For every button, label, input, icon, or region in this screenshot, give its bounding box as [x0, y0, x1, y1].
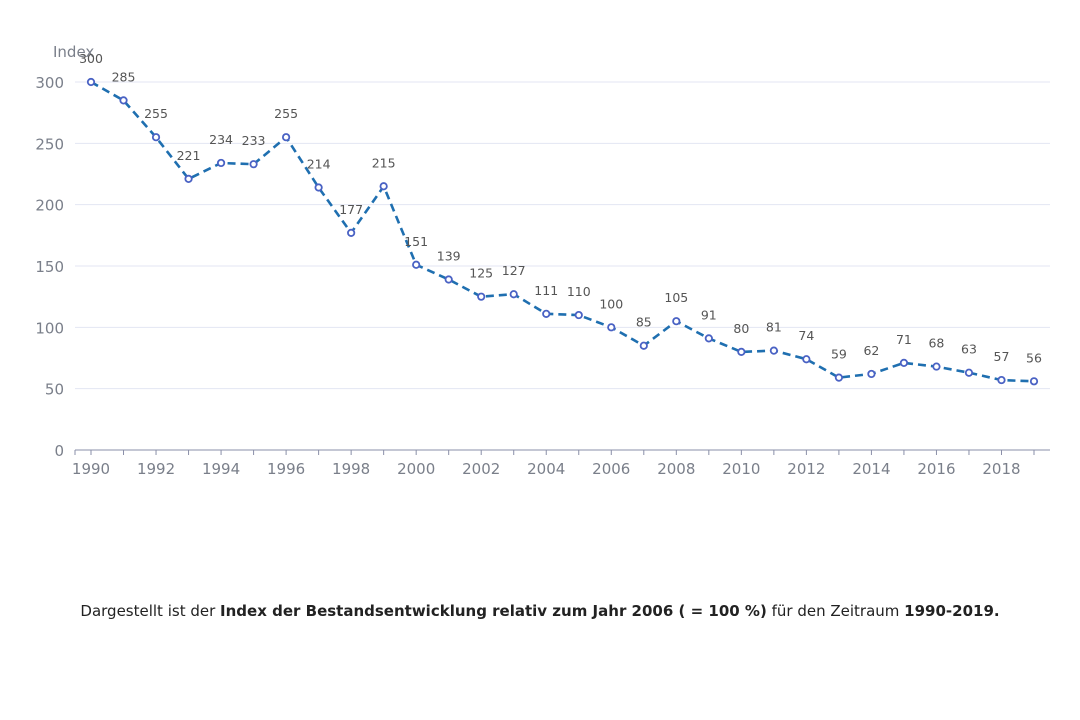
y-tick-label: 200 [35, 197, 64, 215]
data-point [672, 317, 681, 326]
x-tick-label: 2016 [917, 460, 955, 478]
data-point [314, 183, 323, 192]
y-axis-label: Index [53, 43, 94, 61]
data-label: 300 [79, 51, 103, 66]
data-point [899, 358, 909, 368]
x-axis-ticks: 1990 1992 1994 1996 1998 2000 2002 2004 2006 2008… [72, 450, 1035, 478]
data-point [834, 373, 843, 382]
data-label: 80 [733, 321, 749, 336]
caption-bold-2: 1990-2019. [904, 602, 1000, 620]
data-label: 177 [339, 202, 363, 217]
caption-text-2: für den Zeitraum [766, 602, 905, 620]
y-tick-label: 150 [35, 258, 64, 276]
data-point [964, 368, 974, 377]
data-label: 111 [534, 283, 558, 298]
data-point [802, 355, 811, 364]
x-tick-label: 2004 [527, 460, 565, 478]
chart-caption: Dargestellt ist der Index der Bestandsen… [0, 602, 1080, 620]
x-tick-label: 2018 [982, 460, 1020, 478]
data-point [542, 309, 551, 318]
x-tick-label: 1990 [72, 460, 110, 478]
data-point [607, 323, 616, 332]
data-point [249, 160, 258, 169]
data-label: 85 [636, 315, 652, 330]
data-point [86, 77, 96, 87]
data-point [1029, 377, 1039, 386]
data-point [704, 334, 713, 343]
data-point [282, 133, 291, 142]
data-point [932, 362, 941, 371]
gridlines [75, 81, 1050, 390]
data-label: 139 [437, 248, 461, 263]
data-point [769, 346, 778, 355]
data-label: 151 [404, 234, 428, 249]
data-point [119, 96, 128, 105]
y-tick-label: 50 [45, 381, 64, 399]
data-point [151, 133, 161, 142]
data-label: 57 [994, 349, 1010, 364]
data-point [412, 260, 421, 269]
data-point [216, 158, 226, 168]
data-point [639, 341, 648, 350]
y-tick-label: 300 [35, 74, 64, 92]
data-label: 233 [242, 133, 266, 148]
x-tick-label: 1998 [332, 460, 370, 478]
data-label: 215 [372, 155, 396, 170]
x-tick-label: 2012 [787, 460, 825, 478]
x-tick-label: 2014 [852, 460, 890, 478]
data-label: 214 [307, 156, 331, 171]
data-label: 125 [469, 266, 493, 281]
data-label: 63 [961, 342, 977, 357]
x-tick-label: 2002 [462, 460, 500, 478]
x-tick-label: 2000 [397, 460, 435, 478]
data-point [574, 310, 583, 320]
data-label: 56 [1026, 350, 1042, 365]
data-point [477, 292, 486, 301]
y-axis-ticks: 0 50 100 150 200 250 300 [35, 74, 64, 460]
line-chart: 0 50 100 150 200 250 300 1990 1992 1994 1996 1998 2… [35, 43, 1050, 478]
data-point [347, 228, 356, 237]
x-tick-label: 2008 [657, 460, 695, 478]
x-tick-label: 1994 [202, 460, 240, 478]
data-label: 59 [831, 347, 847, 362]
data-label: 81 [766, 320, 782, 335]
y-tick-label: 250 [35, 135, 64, 153]
data-point [997, 375, 1006, 385]
caption-text-1: Dargestellt ist der [80, 602, 221, 620]
data-label: 285 [112, 69, 136, 84]
x-tick-label: 1992 [137, 460, 175, 478]
data-label: 221 [177, 148, 201, 163]
data-label: 127 [502, 263, 526, 278]
data-label: 62 [863, 343, 879, 358]
data-points [86, 77, 1039, 386]
data-label: 68 [928, 336, 944, 351]
series-line [90, 80, 1035, 383]
caption-bold-1: Index der Bestandsentwicklung relativ zu… [220, 602, 767, 620]
data-label: 91 [701, 307, 717, 322]
x-tick-label: 2010 [722, 460, 760, 478]
data-label: 234 [209, 132, 233, 147]
data-point [867, 369, 876, 379]
data-point [509, 290, 518, 299]
x-tick-label: 2006 [592, 460, 630, 478]
data-point [379, 182, 388, 191]
data-point [184, 174, 193, 184]
data-label: 255 [274, 106, 298, 121]
data-label: 110 [567, 284, 591, 299]
data-label: 255 [144, 106, 168, 121]
data-label: 100 [599, 296, 623, 311]
data-point [737, 347, 746, 356]
y-tick-label: 100 [35, 319, 64, 337]
x-tick-label: 1996 [267, 460, 305, 478]
data-label: 71 [896, 332, 912, 347]
data-label: 105 [664, 290, 688, 305]
data-point [444, 275, 453, 284]
data-label: 74 [798, 328, 814, 343]
y-tick-label: 0 [54, 442, 64, 460]
data-labels: 300 285 255 221 234 233 255 214 177 215 151 139 125 1… [79, 51, 1042, 365]
